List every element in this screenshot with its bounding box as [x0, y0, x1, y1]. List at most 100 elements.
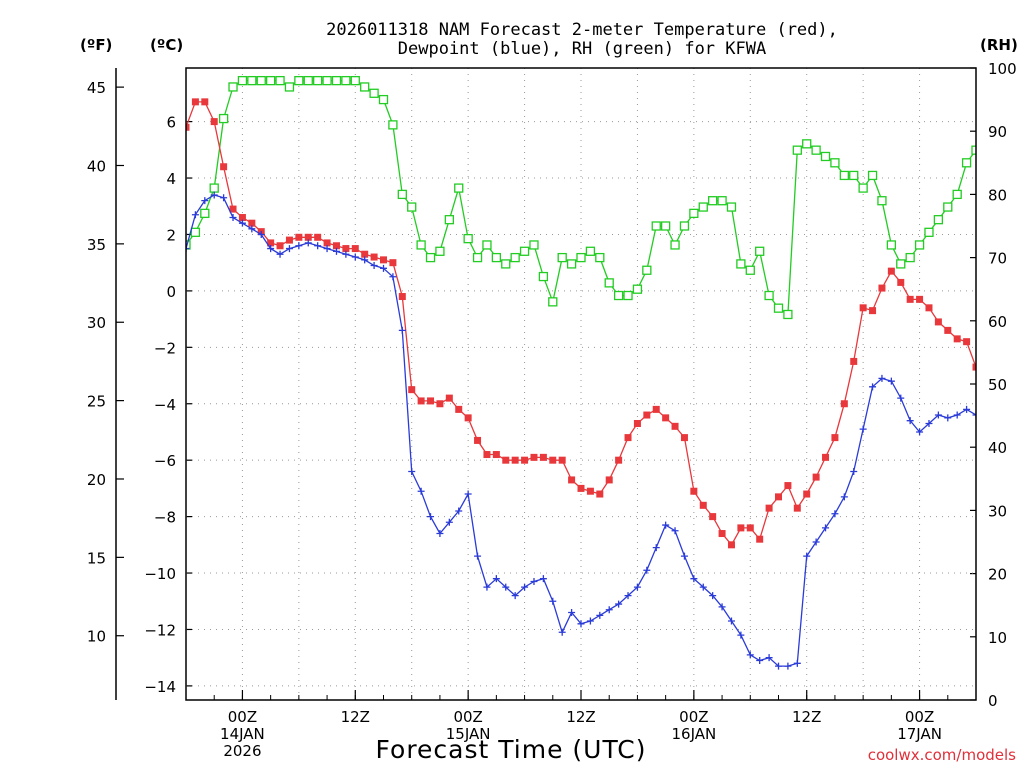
dewpoint-point — [624, 592, 632, 600]
2-meter-temperature-point — [671, 422, 679, 430]
rh-point — [802, 139, 812, 149]
2-meter-temperature-point — [408, 386, 416, 394]
2-meter-temperature-point — [530, 453, 538, 461]
time-tick-label: 00Z — [228, 708, 257, 726]
rh-point — [190, 227, 201, 237]
dewpoint-point — [822, 524, 830, 532]
2-meter-temperature-point — [727, 541, 735, 549]
dewpoint-point — [389, 273, 397, 281]
fahrenheit-axis: 10 15 20 25 30 35 40 45 — [87, 79, 124, 646]
rh-point — [933, 215, 944, 225]
celsius-axis: −14 −12 −10 −8 −6 −4 −2 0 2 4 6 — [144, 114, 192, 696]
2-meter-temperature-point — [633, 420, 641, 427]
dewpoint-point — [417, 487, 425, 495]
dewpoint-point — [257, 230, 265, 238]
rh-point — [849, 170, 859, 181]
rh-point — [519, 246, 530, 256]
dewpoint-point — [511, 592, 519, 600]
rh-point — [557, 252, 567, 263]
dewpoint-point — [803, 552, 811, 560]
2-meter-temperature-point — [709, 513, 717, 521]
2-meter-temperature-point — [586, 487, 594, 495]
rh-tick-label: 80 — [988, 186, 1007, 204]
dewpoint-point — [201, 197, 209, 205]
time-tick-label: 00Z — [679, 708, 708, 726]
rh-point — [247, 75, 257, 86]
celsius-tick-label: 4 — [166, 170, 176, 188]
rh-point — [313, 75, 323, 86]
dewpoint-point — [727, 617, 735, 625]
celsius-tick-label: −2 — [154, 339, 176, 357]
rh-point — [435, 246, 445, 256]
2-meter-temperature-point — [191, 98, 199, 106]
2-meter-temperature-point — [267, 239, 275, 247]
dewpoint-point — [220, 194, 228, 202]
rh-axis: 0 10 20 30 40 50 60 70 80 90 100 — [970, 60, 1017, 710]
rh-tick-label: 70 — [988, 250, 1007, 268]
2-meter-temperature-point — [314, 233, 322, 241]
celsius-tick-label: 6 — [166, 114, 176, 132]
dewpoint-point — [897, 394, 905, 402]
dewpoint-point — [925, 420, 933, 427]
time-tick-label: 16JAN — [671, 725, 716, 743]
rh-point — [407, 202, 417, 212]
rh-point — [200, 208, 210, 219]
rh-point — [322, 75, 332, 86]
rh-point — [566, 259, 577, 269]
rh-point — [858, 183, 868, 193]
dewpoint-point — [436, 530, 444, 538]
2-meter-temperature-point — [342, 245, 350, 253]
rh-point — [360, 82, 370, 92]
2-meter-temperature-point — [878, 284, 886, 292]
2-meter-temperature-point — [436, 400, 444, 408]
rh-point — [726, 202, 737, 212]
rh-point — [275, 75, 285, 86]
rh-point — [444, 215, 454, 225]
rh-point — [839, 170, 849, 181]
time-tick-label: 15JAN — [446, 725, 491, 743]
2-meter-temperature-point — [624, 434, 632, 442]
fahrenheit-tick-label: 25 — [87, 393, 106, 411]
dewpoint-point — [671, 527, 679, 535]
celsius-tick-label: −6 — [154, 452, 176, 470]
rh-point — [472, 252, 483, 263]
dewpoint-point — [323, 245, 331, 253]
rh-tick-label: 90 — [988, 123, 1007, 141]
rh-point — [454, 183, 464, 193]
rh-point — [294, 75, 304, 86]
dewpoint-point — [756, 657, 764, 664]
2-meter-temperature-point — [840, 400, 848, 408]
2-meter-temperature-point — [916, 295, 924, 303]
2-meter-temperature-point — [445, 394, 453, 402]
dewpoint-point — [530, 578, 538, 585]
rh-point — [905, 252, 915, 263]
rh-point — [604, 278, 614, 288]
dewpoint-point — [549, 597, 557, 605]
rh-point — [256, 75, 266, 86]
dewpoint-point — [380, 264, 387, 272]
rh-point — [350, 75, 360, 86]
celsius-tick-label: 2 — [166, 226, 176, 244]
2-meter-temperature-point — [370, 253, 378, 261]
2-meter-temperature-point — [887, 267, 895, 275]
rh-point — [576, 252, 586, 263]
dewpoint-point — [577, 620, 585, 628]
dewpoint-point — [784, 662, 792, 670]
2-meter-temperature-point — [201, 98, 209, 106]
dewpoint-point — [746, 651, 754, 659]
2-meter-temperature-point — [850, 357, 858, 365]
2-meter-temperature-point — [643, 411, 651, 419]
rh-point — [331, 75, 342, 86]
dewpoint-point — [737, 631, 745, 639]
time-tick-label: 12Z — [341, 708, 370, 726]
fahrenheit-unit-label: (ºF) — [80, 36, 112, 54]
2-meter-temperature-point — [323, 239, 331, 247]
dewpoint-point — [953, 411, 961, 419]
time-tick-label: 00Z — [453, 708, 482, 726]
2-meter-temperature-point — [276, 242, 284, 250]
fahrenheit-tick-label: 20 — [87, 471, 106, 489]
rh-point — [397, 189, 407, 200]
series-layer — [186, 75, 976, 670]
2-meter-temperature-point — [793, 504, 801, 512]
dewpoint-point — [276, 250, 284, 258]
